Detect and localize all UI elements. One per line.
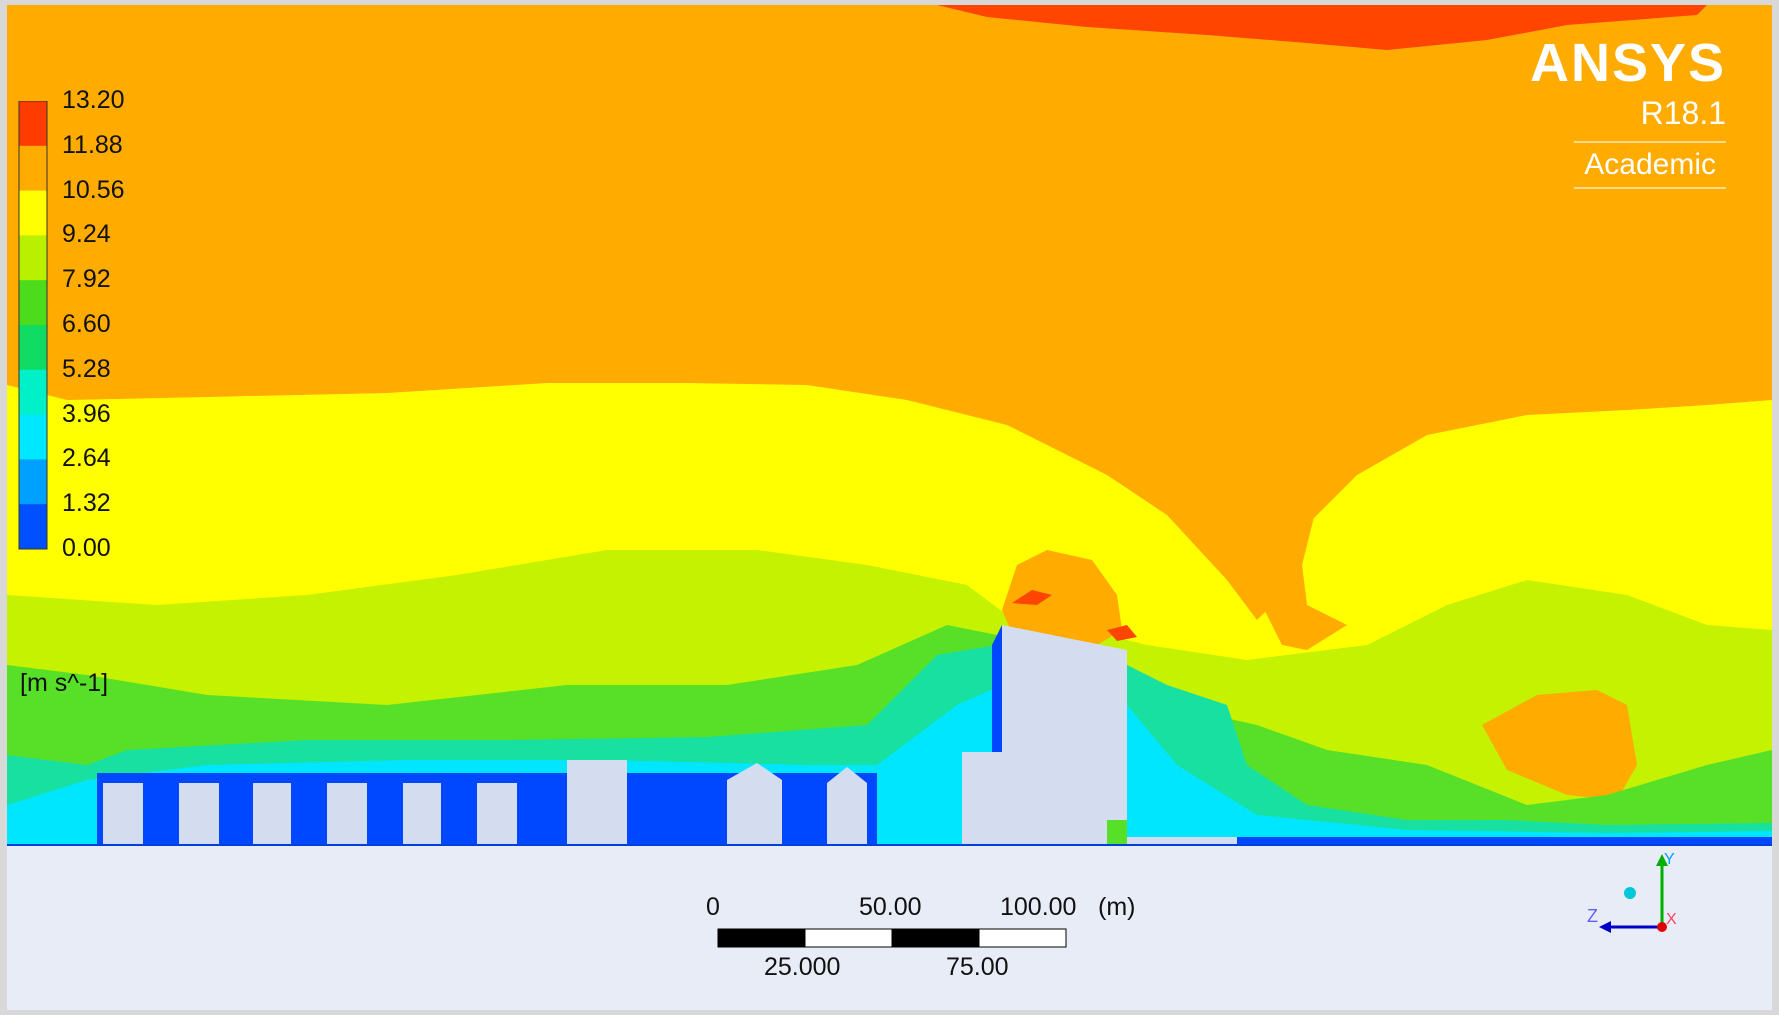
brand-version: R18.1 bbox=[1640, 95, 1726, 131]
legend-tick-label: 7.92 bbox=[62, 265, 111, 294]
axis-triad[interactable]: Y X Z bbox=[1567, 850, 1677, 940]
building-3 bbox=[253, 783, 291, 845]
legend-swatch bbox=[19, 280, 47, 326]
legend-tick-label: 2.64 bbox=[62, 444, 111, 473]
scale-label-50: 50.00 bbox=[859, 893, 922, 921]
contour-floor-blue bbox=[1127, 837, 1772, 845]
building-2 bbox=[179, 783, 219, 845]
legend-tick-label: 1.32 bbox=[62, 489, 111, 518]
contour-wake-cyan bbox=[1127, 705, 1772, 845]
scale-label-100: 100.00 bbox=[1000, 893, 1077, 921]
contour-island-orange bbox=[1482, 690, 1637, 800]
legend-swatch bbox=[19, 504, 47, 550]
axis-label-z: Z bbox=[1587, 906, 1598, 926]
legend-unit: [m s^-1] bbox=[20, 669, 109, 697]
axis-label-y: Y bbox=[1664, 851, 1675, 868]
building-1 bbox=[103, 783, 143, 845]
legend-tick-label: 3.96 bbox=[62, 399, 111, 428]
velocity-contour-plot bbox=[7, 5, 1772, 1010]
building-7 bbox=[567, 760, 627, 845]
legend-swatch bbox=[19, 459, 47, 505]
legend-tick-label: 6.60 bbox=[62, 310, 111, 338]
legend-tick-label: 5.28 bbox=[62, 354, 111, 383]
contour-bubble-orange bbox=[1002, 550, 1122, 645]
color-legend: 13.20 11.88 10.56 9.24 7.92 6.60 5.28 3.96 2.64 1… bbox=[14, 86, 125, 697]
scale-label-0: 0 bbox=[706, 893, 720, 921]
axis-label-x: X bbox=[1666, 911, 1677, 928]
building-8 bbox=[727, 763, 782, 845]
cfd-viewport[interactable]: 13.20 11.88 10.56 9.24 7.92 6.60 5.28 3.96 2.64 1… bbox=[7, 5, 1772, 1010]
brand-name: ANSYS bbox=[1529, 33, 1726, 93]
contour-spot-red-2 bbox=[1107, 625, 1137, 641]
building-4 bbox=[327, 783, 367, 845]
contour-spot-red-1 bbox=[1012, 590, 1052, 605]
ground-domain bbox=[7, 845, 1772, 1010]
buildings bbox=[103, 625, 1237, 845]
legend-swatch bbox=[19, 190, 47, 236]
legend-tick-label: 10.56 bbox=[62, 175, 125, 204]
legend-swatch bbox=[19, 414, 47, 460]
legend-tick-label: 9.24 bbox=[62, 220, 111, 249]
ansys-logo: ANSYS R18.1 Academic bbox=[1530, 35, 1726, 189]
scale-bar-graphic bbox=[717, 928, 1067, 948]
scale-label-25: 25.000 bbox=[764, 953, 841, 981]
brand-edition: Academic bbox=[1574, 141, 1726, 189]
contour-band-orange-plume bbox=[1127, 460, 1347, 650]
legend-tick-label: 0.00 bbox=[62, 534, 111, 562]
legend-tick-label: 13.20 bbox=[62, 86, 125, 114]
legend-swatch bbox=[19, 369, 47, 416]
building-6 bbox=[477, 783, 517, 845]
building-9 bbox=[827, 767, 867, 845]
scale-unit: (m) bbox=[1098, 893, 1136, 921]
legend-swatch bbox=[19, 325, 47, 371]
legend-colorbar bbox=[18, 100, 48, 550]
building-10 bbox=[962, 625, 1127, 845]
legend-swatch bbox=[19, 235, 47, 281]
building-11 bbox=[1127, 837, 1237, 845]
scale-label-75: 75.00 bbox=[946, 953, 1009, 981]
building-5 bbox=[403, 783, 441, 845]
legend-tick-label: 11.88 bbox=[62, 130, 123, 159]
contour-band-red-top bbox=[937, 5, 1707, 50]
contour-wake-teal bbox=[1127, 665, 1772, 845]
legend-swatch bbox=[19, 145, 47, 192]
legend-swatch bbox=[19, 101, 47, 147]
